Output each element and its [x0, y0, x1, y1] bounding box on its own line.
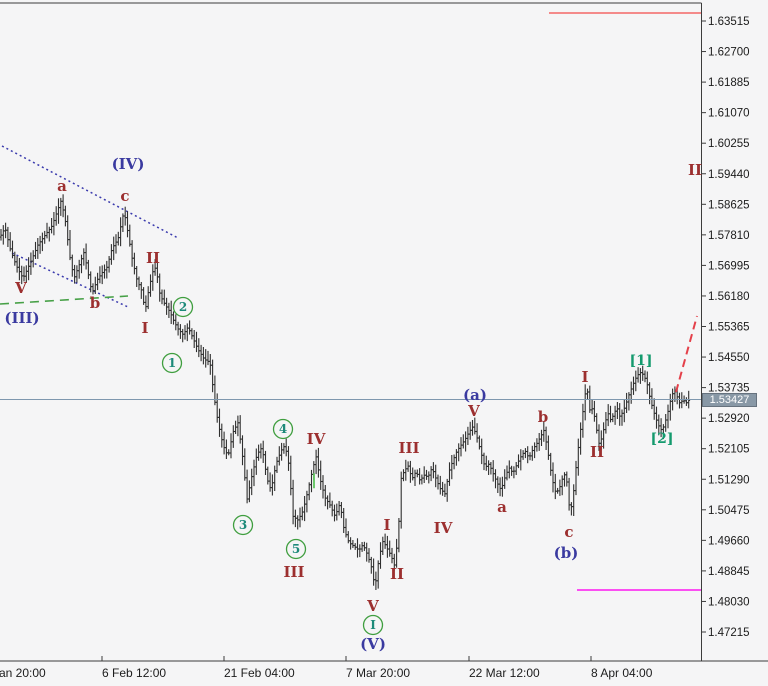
wave-label-red: b [90, 294, 101, 312]
y-tick-label: 1.55365 [708, 322, 750, 334]
y-tick-label: 1.50475 [708, 505, 750, 517]
wave-label-circled: 5 [292, 542, 300, 556]
wave-label-circled: 2 [179, 300, 187, 314]
y-tick-label: 1.63515 [708, 16, 750, 28]
wave-label-red: a [497, 498, 507, 516]
wave-label-red: a [57, 177, 67, 195]
wave-label-red: V [467, 402, 480, 420]
wave-label-blue: (V) [360, 635, 386, 653]
y-tick-label: 1.49660 [708, 535, 750, 547]
y-tick-label: 1.48030 [708, 596, 750, 608]
wave-circle [362, 614, 384, 636]
wave-circle [172, 296, 194, 318]
y-tick-label: 1.51290 [708, 474, 750, 486]
y-tick-label: 1.56180 [708, 291, 750, 303]
wave-label-red: V [14, 279, 27, 297]
x-tick-label: 8 Apr 04:00 [591, 666, 653, 680]
y-tick-label: 1.61885 [708, 77, 750, 89]
x-tick-label: 21 Feb 04:00 [224, 666, 295, 680]
ohlc-bars [0, 194, 691, 590]
wave-label-circled: I [370, 618, 376, 632]
y-tick-label: 1.47215 [708, 627, 750, 639]
y-tick-label: 1.60255 [708, 138, 750, 150]
wave-label-red: II [590, 443, 604, 461]
wave-label-red: c [120, 187, 129, 205]
wave-label-bracket: [1] [630, 353, 653, 369]
wave-label-circled: 4 [279, 422, 287, 436]
y-tick-label: 1.48845 [708, 566, 750, 578]
wave-label-red: I [581, 368, 588, 386]
wave-label-red: b [538, 408, 549, 426]
wave-label-red: V [366, 597, 379, 615]
wave-label-circled: 1 [168, 356, 176, 370]
wave-label-blue: (b) [554, 544, 579, 562]
y-tick-label: 1.52105 [708, 444, 750, 456]
wave-label-red: II [688, 161, 702, 179]
wave-circle [285, 538, 307, 560]
wave-label-circled: 3 [239, 518, 247, 532]
wave-label-blue: (III) [4, 309, 39, 327]
x-tick-label: 6 Feb 12:00 [102, 666, 166, 680]
y-tick-label: 1.57810 [708, 230, 750, 242]
wave-label-red: II [390, 565, 404, 583]
lower-channel-dotted [11, 252, 129, 308]
y-tick-label: 1.54550 [708, 352, 750, 364]
y-tick-label: 1.62700 [708, 47, 750, 59]
x-tick-label: 7 Mar 20:00 [346, 666, 410, 680]
wave-label-red: IV [434, 519, 453, 537]
wave-circle [161, 352, 183, 374]
green-dashed-line [0, 295, 129, 305]
wave-label-red: I [383, 516, 390, 534]
wave-label-bracket: [2] [651, 431, 674, 447]
wave-label-red: IV [307, 430, 326, 448]
y-tick-label: 1.61070 [708, 108, 750, 120]
y-tick-label: 1.59440 [708, 169, 750, 181]
current-price-tag: 1.53427 [702, 393, 757, 407]
x-tick-label: an 20:00 [0, 666, 46, 680]
wave-circle [272, 418, 294, 440]
upper-channel-dotted [1, 145, 179, 239]
wave-label-blue: (a) [463, 386, 487, 404]
wave-label-red: III [283, 563, 304, 581]
wave-label-blue: (IV) [112, 155, 145, 173]
y-tick-label: 1.52920 [708, 413, 750, 425]
y-tick-label: 1.53735 [708, 383, 750, 395]
wave-circle [232, 514, 254, 536]
wave-label-red: II [146, 249, 160, 267]
y-tick-label: 1.56995 [708, 260, 750, 272]
y-tick-label: 1.58625 [708, 199, 750, 211]
wave-label-red: I [141, 319, 148, 337]
wave-label-red: c [564, 523, 573, 541]
red-projection-arrow [675, 315, 698, 393]
wave-label-red: III [398, 439, 419, 457]
x-tick-label: 22 Mar 12:00 [469, 666, 540, 680]
